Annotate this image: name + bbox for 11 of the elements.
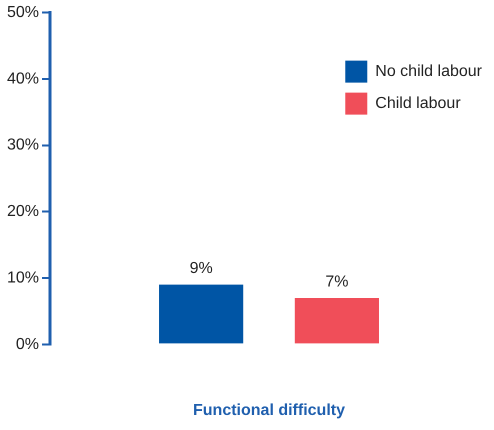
y-tick-label: 0% — [16, 336, 40, 353]
data-label: 9% — [190, 260, 213, 278]
y-tick-label: 30% — [6, 136, 40, 154]
legend-label: Child labour — [375, 95, 462, 112]
y-tick-label: 10% — [6, 269, 40, 286]
legend-label: No child labour — [375, 63, 483, 80]
y-tick-label: 40% — [6, 70, 40, 88]
y-tick-label: 20% — [6, 203, 40, 220]
data-label: 7% — [325, 273, 348, 290]
y-tick-label: 50% — [6, 4, 40, 22]
x-axis-title: Functional difficulty — [193, 402, 346, 419]
